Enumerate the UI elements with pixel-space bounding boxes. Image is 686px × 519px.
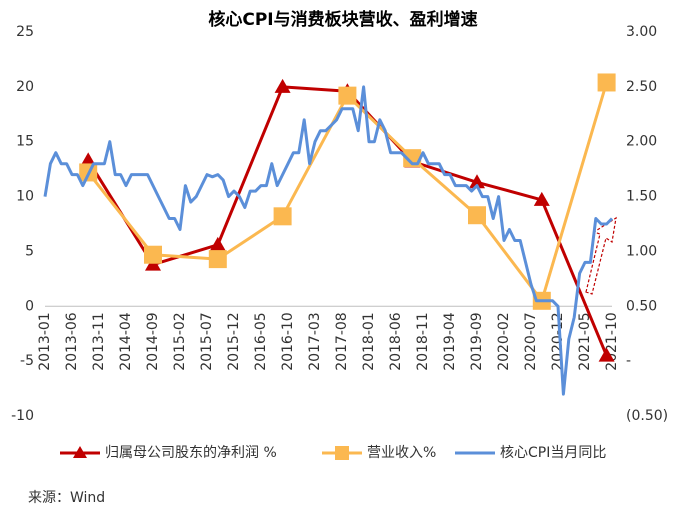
x-tick-label: 2018-06 — [388, 312, 404, 371]
legend-marker — [73, 446, 87, 458]
chart-title: 核心CPI与消费板块营收、盈利增速 — [208, 9, 477, 30]
y-tick-label: -5 — [20, 353, 34, 369]
legend-label: 核心CPI当月同比 — [500, 445, 606, 461]
triangle-marker — [274, 78, 291, 93]
x-tick-label: 2021-10 — [604, 312, 620, 371]
y2-tick-label: 3.00 — [626, 24, 657, 40]
triangle-marker — [80, 152, 97, 167]
legend-marker — [335, 446, 349, 460]
square-marker — [338, 86, 357, 105]
square-marker — [208, 250, 227, 269]
x-tick-label: 2019-09 — [469, 312, 485, 371]
y-tick-label: -10 — [11, 408, 34, 424]
x-tick-label: 2015-02 — [172, 312, 188, 371]
y2-tick-label: 0.50 — [626, 298, 657, 314]
y2-tick-label: - — [626, 353, 631, 369]
x-tick-label: 2015-12 — [226, 312, 242, 371]
square-marker — [144, 245, 162, 264]
y-tick-label: 20 — [16, 79, 34, 95]
y-tick-label: 25 — [16, 24, 34, 40]
y-tick-label: 0 — [25, 298, 34, 314]
y-tick-label: 10 — [16, 189, 34, 205]
triangle-marker — [533, 191, 550, 206]
x-tick-label: 2018-01 — [361, 312, 377, 371]
x-tick-label: 2017-08 — [334, 312, 350, 371]
y-tick-label: 15 — [16, 134, 34, 150]
x-tick-label: 2014-04 — [118, 312, 134, 371]
x-tick-label: 2020-07 — [523, 312, 539, 371]
x-tick-label: 2017-03 — [307, 312, 323, 371]
triangle-marker — [469, 174, 485, 189]
x-tick-label: 2019-04 — [442, 312, 458, 371]
triangle-marker — [598, 347, 615, 362]
square-marker — [597, 73, 616, 92]
triangle-marker — [209, 236, 226, 251]
x-tick-label: 2013-06 — [64, 312, 80, 371]
x-tick-label: 2015-07 — [199, 312, 215, 371]
x-tick-label: 2016-10 — [280, 312, 296, 371]
annotation-arrow — [585, 216, 617, 295]
y2-tick-label: (0.50) — [626, 408, 668, 424]
y2-tick-label: 1.50 — [626, 189, 657, 205]
x-tick-label: 2020-02 — [496, 312, 512, 371]
source: 来源：Wind — [28, 490, 105, 506]
square-marker — [273, 207, 292, 226]
x-tick-label: 2013-01 — [37, 312, 53, 371]
y2-tick-label: 2.00 — [626, 134, 657, 150]
x-tick-label: 2021-05 — [577, 312, 593, 371]
x-tick-label: 2016-05 — [253, 312, 269, 371]
legend-label: 营业收入% — [367, 445, 436, 461]
y2-tick-label: 1.00 — [626, 243, 657, 259]
series-line — [43, 85, 614, 396]
x-tick-label: 2013-11 — [91, 312, 107, 371]
square-marker — [468, 206, 486, 225]
x-tick-label: 2018-11 — [415, 312, 431, 371]
y-tick-label: 5 — [25, 243, 34, 259]
x-tick-label: 2014-09 — [145, 312, 161, 371]
y2-tick-label: 2.50 — [626, 79, 657, 95]
legend-label: 归属母公司股东的净利润 % — [105, 444, 277, 461]
